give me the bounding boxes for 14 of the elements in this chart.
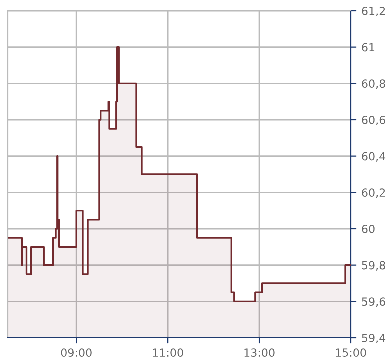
y-tick-label: 61 [362, 43, 375, 52]
y-tick-label: 60,6 [362, 116, 386, 126]
y-tick-label: 60,8 [362, 80, 386, 90]
y-tick-label: 60,2 [362, 188, 386, 198]
x-tick-label: 15:00 [336, 348, 366, 358]
y-tick-label: 60 [362, 224, 375, 234]
y-tick-label: 59,6 [362, 298, 386, 308]
y-tick-label: 61,2 [362, 6, 386, 17]
x-tick-label: 11:00 [153, 348, 184, 358]
y-tick-label: 59,8 [362, 261, 386, 271]
y-tick-label: 59,4 [362, 334, 386, 344]
y-tick-label: 60,4 [362, 152, 386, 162]
x-tick-label: 09:00 [61, 348, 92, 358]
x-tick-label: 13:00 [244, 348, 275, 358]
